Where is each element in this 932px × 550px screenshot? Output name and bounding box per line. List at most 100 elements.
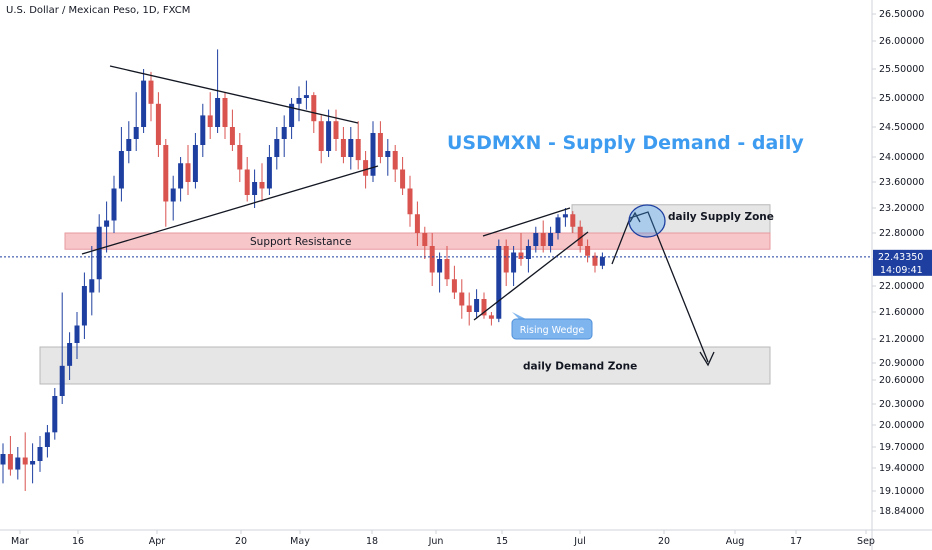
candle[interactable] bbox=[511, 246, 517, 286]
candle[interactable] bbox=[37, 436, 43, 472]
candle[interactable] bbox=[52, 388, 58, 440]
candle[interactable] bbox=[296, 86, 302, 122]
candle[interactable] bbox=[30, 443, 36, 484]
candle[interactable] bbox=[326, 109, 332, 157]
candle[interactable] bbox=[237, 133, 243, 182]
candle[interactable] bbox=[207, 92, 213, 139]
candle[interactable] bbox=[444, 246, 450, 286]
candle[interactable] bbox=[503, 239, 509, 287]
candle[interactable] bbox=[355, 121, 361, 170]
candle[interactable] bbox=[229, 109, 235, 151]
candle[interactable] bbox=[400, 157, 406, 195]
price-tag-box bbox=[873, 249, 932, 276]
candle[interactable] bbox=[192, 133, 198, 189]
candle[interactable] bbox=[133, 92, 139, 151]
candle[interactable] bbox=[340, 127, 346, 164]
plot-area[interactable] bbox=[0, 0, 872, 530]
candle[interactable] bbox=[377, 121, 383, 164]
candle[interactable] bbox=[318, 115, 324, 164]
candle[interactable] bbox=[548, 226, 554, 253]
candle[interactable] bbox=[15, 447, 21, 480]
candle[interactable] bbox=[222, 92, 228, 139]
candle[interactable] bbox=[89, 246, 95, 316]
candle[interactable] bbox=[474, 289, 480, 319]
demand-zone[interactable] bbox=[39, 346, 771, 385]
candle[interactable] bbox=[0, 443, 6, 484]
candle[interactable] bbox=[259, 163, 265, 202]
candle[interactable] bbox=[496, 239, 502, 323]
candle[interactable] bbox=[59, 292, 65, 405]
candle[interactable] bbox=[281, 115, 287, 157]
candle[interactable] bbox=[22, 432, 28, 491]
candle[interactable] bbox=[96, 214, 102, 293]
candle-body bbox=[326, 121, 332, 151]
candle[interactable] bbox=[370, 121, 376, 182]
time-tick-label: 15 bbox=[496, 536, 508, 547]
candle[interactable] bbox=[555, 214, 561, 240]
candle-body bbox=[207, 115, 213, 127]
candle[interactable] bbox=[141, 69, 147, 133]
candle[interactable] bbox=[289, 98, 295, 139]
candle[interactable] bbox=[481, 292, 487, 319]
candle[interactable] bbox=[67, 332, 73, 380]
rising-wedge-callout[interactable]: Rising Wedge bbox=[511, 312, 593, 340]
candle[interactable] bbox=[592, 252, 598, 273]
candle[interactable] bbox=[392, 145, 398, 182]
candle[interactable] bbox=[333, 109, 339, 151]
candle[interactable] bbox=[104, 201, 110, 253]
candle[interactable] bbox=[429, 233, 435, 286]
candle[interactable] bbox=[178, 157, 184, 202]
candle[interactable] bbox=[44, 425, 50, 458]
candle[interactable] bbox=[81, 272, 87, 340]
candle[interactable] bbox=[437, 252, 443, 293]
candle[interactable] bbox=[414, 201, 420, 247]
wedge-upper-trendline[interactable] bbox=[482, 207, 571, 237]
candle[interactable] bbox=[422, 226, 428, 259]
candle[interactable] bbox=[185, 145, 191, 195]
candle-body bbox=[15, 457, 21, 470]
candle[interactable] bbox=[451, 265, 457, 299]
candle[interactable] bbox=[74, 312, 80, 359]
candle[interactable] bbox=[200, 103, 206, 157]
candle[interactable] bbox=[163, 139, 169, 227]
candle[interactable] bbox=[118, 127, 124, 202]
candle[interactable] bbox=[466, 292, 472, 326]
candle[interactable] bbox=[148, 71, 154, 122]
candle-body bbox=[540, 233, 546, 246]
price-axis[interactable]: 26.50000 26.00000 25.50000 25.00000 24.50000… bbox=[872, 9, 924, 517]
candle[interactable] bbox=[348, 127, 354, 170]
price-tick-label: 20.00000 bbox=[879, 420, 924, 431]
candle[interactable] bbox=[585, 239, 591, 263]
candle[interactable] bbox=[303, 80, 309, 110]
candle[interactable] bbox=[518, 233, 524, 266]
candle[interactable] bbox=[170, 175, 176, 221]
candle[interactable] bbox=[385, 139, 391, 176]
candle[interactable] bbox=[7, 436, 13, 476]
wedge-lower-trendline[interactable] bbox=[473, 231, 589, 321]
time-axis[interactable]: Mar 16 Apr 20 May 18 Jun 15 Jul 20 Aug 17 Sep bbox=[11, 530, 875, 547]
projection-path[interactable] bbox=[611, 211, 709, 363]
triangle-lower-trendline[interactable] bbox=[81, 165, 379, 255]
candle[interactable] bbox=[244, 157, 250, 202]
candle[interactable] bbox=[488, 312, 494, 326]
candle[interactable] bbox=[599, 252, 605, 270]
candle[interactable] bbox=[577, 220, 583, 253]
candle[interactable] bbox=[562, 208, 568, 227]
candle[interactable] bbox=[126, 121, 132, 164]
zones-layer: daily Supply Zone daily Demand Zone Suppor… bbox=[39, 204, 774, 385]
candle[interactable] bbox=[533, 226, 539, 253]
candle[interactable] bbox=[540, 220, 546, 253]
candle[interactable] bbox=[459, 279, 465, 319]
candle[interactable] bbox=[274, 127, 280, 170]
candle[interactable] bbox=[525, 239, 531, 273]
candle[interactable] bbox=[570, 211, 576, 233]
triangle-upper-trendline[interactable] bbox=[109, 65, 359, 124]
candle[interactable] bbox=[111, 175, 117, 233]
supply-target-circle[interactable] bbox=[628, 204, 666, 238]
candle[interactable] bbox=[252, 169, 258, 209]
candle-body bbox=[222, 98, 228, 127]
candle[interactable] bbox=[155, 92, 161, 157]
candle[interactable] bbox=[407, 175, 413, 227]
candle[interactable] bbox=[266, 145, 272, 195]
